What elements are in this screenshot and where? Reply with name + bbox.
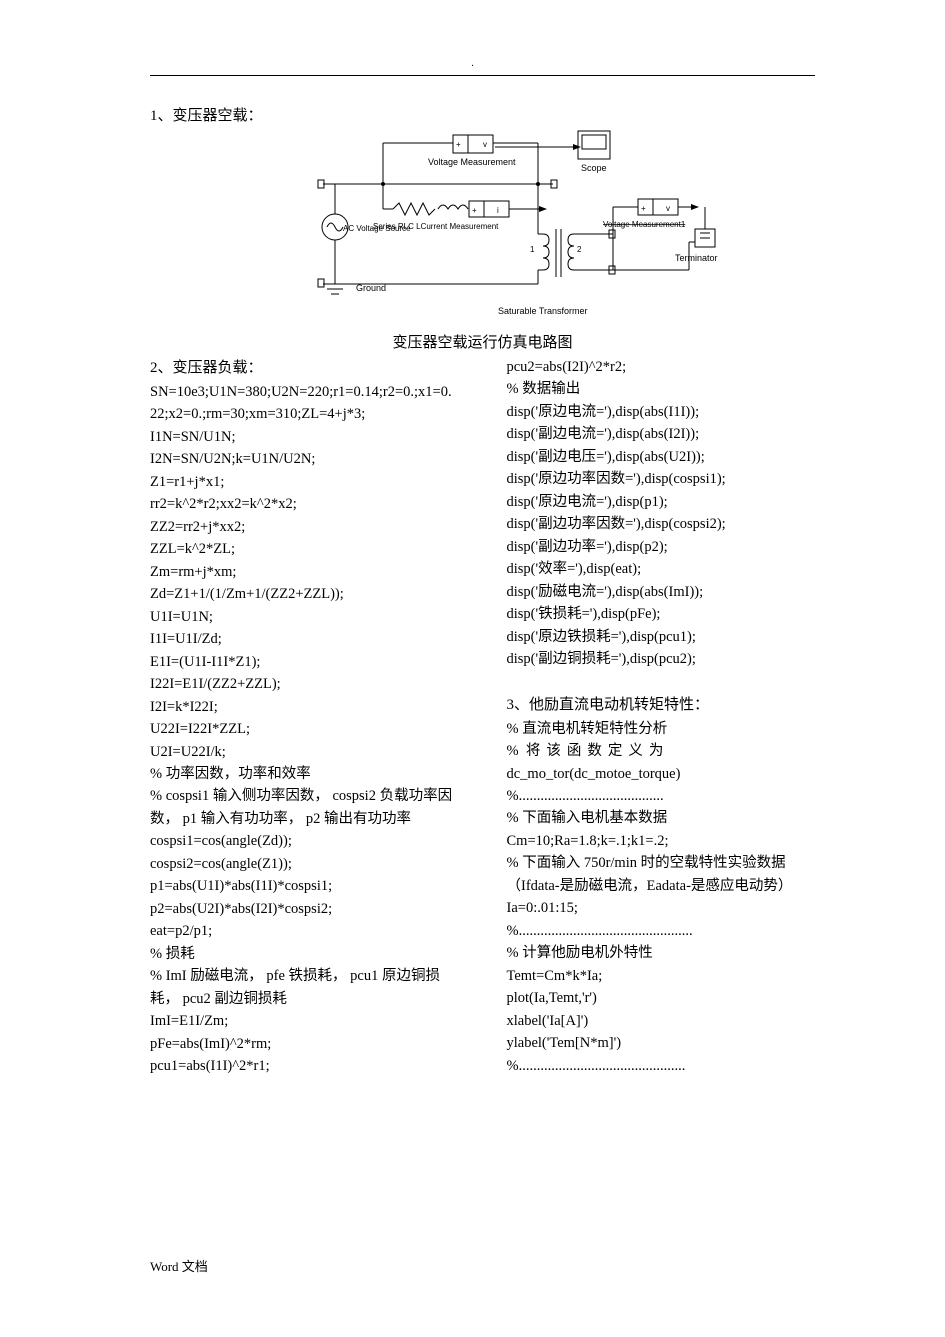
dots-line: %.......................................… bbox=[507, 1055, 816, 1077]
code-line: disp('副边铜损耗='),disp(pcu2); bbox=[507, 648, 816, 670]
comment-line: % 数据输出 bbox=[507, 378, 816, 400]
code-line: disp('原边铁损耗='),disp(pcu1); bbox=[507, 626, 816, 648]
label-voltage-measurement: Voltage Measurement bbox=[428, 157, 516, 167]
svg-text:v: v bbox=[666, 204, 670, 213]
code-line: disp('原边电流='),disp(p1); bbox=[507, 491, 816, 513]
code-line: pcu2=abs(I2I)^2*r2; bbox=[507, 356, 816, 378]
code-line: I2I=k*I22I; bbox=[150, 696, 459, 718]
code-line: Zm=rm+j*xm; bbox=[150, 561, 459, 583]
code-line: SN=10e3;U1N=380;U2N=220;r1=0.14;r2=0.;x1… bbox=[150, 381, 459, 426]
code-line: I2N=SN/U2N;k=U1N/U2N; bbox=[150, 448, 459, 470]
dots-line: %.......................................… bbox=[507, 785, 816, 807]
code-line: cospsi2=cos(angle(Z1)); bbox=[150, 853, 459, 875]
code-line: U2I=U22I/k; bbox=[150, 741, 459, 763]
code-line: disp('原边功率因数='),disp(cospsi1); bbox=[507, 468, 816, 490]
code-line: disp('铁损耗='),disp(pFe); bbox=[507, 603, 816, 625]
circuit-diagram: + v Voltage Measurement Scope bbox=[243, 129, 723, 329]
comment-line: % 计算他励电机外特性 bbox=[507, 942, 816, 964]
code-line: eat=p2/p1; bbox=[150, 920, 459, 942]
label-secondary-2: 2 bbox=[577, 245, 582, 254]
header-rule bbox=[150, 75, 815, 76]
dots-line: %.......................................… bbox=[507, 920, 816, 942]
code-line: xlabel('Ia[A]') bbox=[507, 1010, 816, 1032]
code-line: I1N=SN/U1N; bbox=[150, 426, 459, 448]
footer-text: Word 文档 bbox=[150, 1256, 208, 1275]
label-ac-source: AC Voltage Source bbox=[343, 224, 411, 233]
code-line: plot(Ia,Temt,'r') bbox=[507, 987, 816, 1009]
code-line: ZZL=k^2*ZL; bbox=[150, 538, 459, 560]
code-line: pFe=abs(ImI)^2*rm; bbox=[150, 1033, 459, 1055]
comment-line: % 下面输入 750r/min 时的空载特性实验数据（Ifdata-是励磁电流，… bbox=[507, 852, 816, 897]
diagram-caption: 变压器空载运行仿真电路图 bbox=[150, 331, 815, 352]
svg-text:+: + bbox=[472, 206, 477, 215]
comment-wide: 将该函数定义为 bbox=[526, 743, 670, 759]
label-primary-1: 1 bbox=[530, 245, 535, 254]
code-line: disp('副边电压='),disp(abs(U2I)); bbox=[507, 446, 816, 468]
code-line: p2=abs(U2I)*abs(I2I)*cospsi2; bbox=[150, 898, 459, 920]
code-line: U1I=U1N; bbox=[150, 606, 459, 628]
code-line: dc_mo_tor(dc_motoe_torque) bbox=[507, 763, 816, 785]
code-line: U22I=I22I*ZZL; bbox=[150, 718, 459, 740]
comment-line: % cospsi1 输入侧功率因数， cospsi2 负载功率因数， p1 输入… bbox=[150, 785, 459, 830]
comment-line: % ImI 励磁电流， pfe 铁损耗， pcu1 原边铜损耗， pcu2 副边… bbox=[150, 965, 459, 1010]
label-scope: Scope bbox=[581, 163, 607, 173]
code-line: disp('效率='),disp(eat); bbox=[507, 558, 816, 580]
left-column: 2、变压器负载： SN=10e3;U1N=380;U2N=220;r1=0.14… bbox=[150, 356, 459, 1078]
comment-line: % 下面输入电机基本数据 bbox=[507, 807, 816, 829]
code-line: rr2=k^2*r2;xx2=k^2*x2; bbox=[150, 493, 459, 515]
code-line: pcu1=abs(I1I)^2*r1; bbox=[150, 1055, 459, 1077]
code-line: disp('副边功率因数='),disp(cospsi2); bbox=[507, 513, 816, 535]
section1-heading: 1、变压器空载： bbox=[150, 104, 815, 125]
comment-line: % 损耗 bbox=[150, 943, 459, 965]
code-line: ylabel('Tem[N*m]') bbox=[507, 1032, 816, 1054]
comment-line: % 直流电机转矩特性分析 bbox=[507, 718, 816, 740]
section3-heading: 3、他励直流电动机转矩特性： bbox=[507, 693, 816, 714]
code-line: ImI=E1I/Zm; bbox=[150, 1010, 459, 1032]
code-line: E1I=(U1I-I1I*Z1); bbox=[150, 651, 459, 673]
code-line: Cm=10;Ra=1.8;k=.1;k1=.2; bbox=[507, 830, 816, 852]
header-dot: . bbox=[471, 58, 474, 69]
code-line: disp('原边电流='),disp(abs(I1I)); bbox=[507, 401, 816, 423]
svg-text:+: + bbox=[641, 204, 646, 213]
code-line: Zd=Z1+1/(1/Zm+1/(ZZ2+ZZL)); bbox=[150, 583, 459, 605]
label-terminator: Terminator bbox=[675, 253, 718, 263]
comment-prefix: % bbox=[507, 743, 519, 759]
svg-text:+: + bbox=[456, 140, 461, 149]
code-line: Ia=0:.01:15; bbox=[507, 897, 816, 919]
code-line: I22I=E1I/(ZZ2+ZZL); bbox=[150, 673, 459, 695]
code-line: I1I=U1I/Zd; bbox=[150, 628, 459, 650]
section2-heading: 2、变压器负载： bbox=[150, 356, 459, 377]
comment-line: % 功率因数，功率和效率 bbox=[150, 763, 459, 785]
comment-line: % 将该函数定义为 bbox=[507, 740, 816, 762]
code-line: disp('励磁电流='),disp(abs(ImI)); bbox=[507, 581, 816, 603]
code-line: Temt=Cm*k*Ia; bbox=[507, 965, 816, 987]
right-column: pcu2=abs(I2I)^2*r2; % 数据输出 disp('原边电流=')… bbox=[507, 356, 816, 1078]
code-line: p1=abs(U1I)*abs(I1I)*cospsi1; bbox=[150, 875, 459, 897]
code-line: Z1=r1+j*x1; bbox=[150, 471, 459, 493]
svg-text:i: i bbox=[497, 206, 499, 215]
code-line: disp('副边功率='),disp(p2); bbox=[507, 536, 816, 558]
svg-text:v: v bbox=[483, 140, 487, 149]
code-line: cospsi1=cos(angle(Zd)); bbox=[150, 830, 459, 852]
label-saturable-transformer: Saturable Transformer bbox=[498, 306, 588, 316]
label-voltage-measurement1: Voltage Measurement1 bbox=[603, 220, 686, 229]
code-line: disp('副边电流='),disp(abs(I2I)); bbox=[507, 423, 816, 445]
code-line: ZZ2=rr2+j*xx2; bbox=[150, 516, 459, 538]
